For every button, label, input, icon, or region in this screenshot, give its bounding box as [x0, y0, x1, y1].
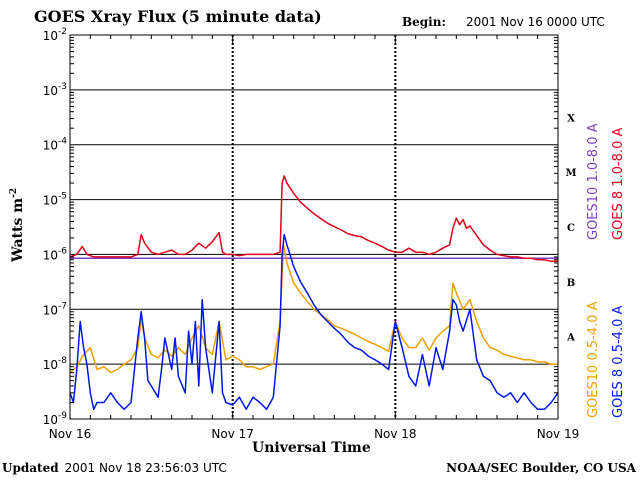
y-axis-title-text: Watts m [10, 198, 26, 263]
y-tick-label: 10-7 [43, 301, 67, 317]
y-axis-title: Watts m-2 [9, 188, 26, 263]
footer-credit: NOAA/SEC Boulder, CO USA [446, 461, 637, 475]
y-tick-exp: -9 [58, 411, 67, 421]
y-tick-base: 10 [43, 29, 58, 43]
class-label: A [566, 333, 575, 344]
y-tick-exp: -8 [58, 356, 67, 366]
y-tick-exp: -5 [58, 192, 67, 202]
x-tick-label: Nov 18 [374, 427, 417, 441]
y-tick-label: 10-4 [43, 137, 68, 153]
legend-entry-3: GOES 8 0.5-4.0 A [611, 306, 626, 418]
y-tick-base: 10 [43, 248, 58, 262]
x-tick-label: Nov 16 [49, 427, 92, 441]
plot-frame [69, 34, 559, 420]
y-tick-label: 10-6 [43, 246, 68, 262]
chart-title: GOES Xray Flux (5 minute data) [34, 7, 322, 26]
begin-label: Begin: [402, 15, 446, 29]
class-label: M [565, 168, 576, 179]
y-tick-base: 10 [43, 84, 58, 98]
x-tick-label: Nov 17 [211, 427, 254, 441]
x-tick-labels: Nov 16 Nov 17 Nov 18 Nov 19 [49, 427, 580, 441]
flare-class-labels: X M C B A [565, 113, 576, 343]
y-tick-exp: -6 [58, 246, 67, 256]
legend: GOES10 1.0-8.0 A GOES 8 1.0-8.0 A GOES10 0… [586, 123, 626, 418]
y-tick-label: 10-9 [43, 411, 68, 427]
y-tick-exp: -7 [58, 301, 67, 311]
legend-entry-1: GOES 8 1.0-8.0 A [611, 128, 626, 240]
x-axis-title: Universal Time [252, 440, 371, 456]
y-axis-title-group: Watts m-2 [9, 188, 26, 263]
y-tick-label: 10-5 [43, 192, 67, 208]
y-axis-title-sup: -2 [9, 188, 19, 198]
y-tick-exp: -4 [58, 137, 67, 147]
y-tick-base: 10 [43, 413, 58, 427]
y-tick-base: 10 [43, 303, 58, 317]
y-tick-labels: 10-210-310-410-510-610-710-810-9 [43, 27, 68, 427]
series-line-1 [69, 175, 558, 263]
x-tick-label: Nov 19 [537, 427, 580, 441]
y-tick-base: 10 [43, 358, 58, 372]
legend-entry-2: GOES10 0.5-4.0 A [586, 301, 601, 418]
footer-updated: Updated 2001 Nov 18 23:56:03 UTC [2, 461, 227, 475]
begin-value: 2001 Nov 16 0000 UTC [466, 15, 605, 29]
class-label: X [567, 113, 575, 124]
footer-updated-label: Updated [2, 461, 59, 475]
footer-updated-value: 2001 Nov 18 23:56:03 UTC [65, 461, 227, 475]
class-label: C [567, 223, 575, 234]
legend-entry-0: GOES10 1.0-8.0 A [586, 123, 601, 240]
y-tick-base: 10 [43, 139, 58, 153]
y-tick-exp: -2 [58, 27, 67, 37]
series-line-2 [69, 244, 558, 374]
class-label: B [567, 278, 575, 289]
grid-layer [70, 35, 558, 419]
y-tick-label: 10-8 [43, 356, 68, 372]
y-tick-base: 10 [43, 194, 58, 208]
series-layer [69, 175, 559, 411]
series-line-3 [69, 233, 559, 411]
y-tick-label: 10-3 [43, 82, 67, 98]
y-tick-label: 10-2 [43, 27, 67, 43]
y-tick-exp: -3 [58, 82, 67, 92]
